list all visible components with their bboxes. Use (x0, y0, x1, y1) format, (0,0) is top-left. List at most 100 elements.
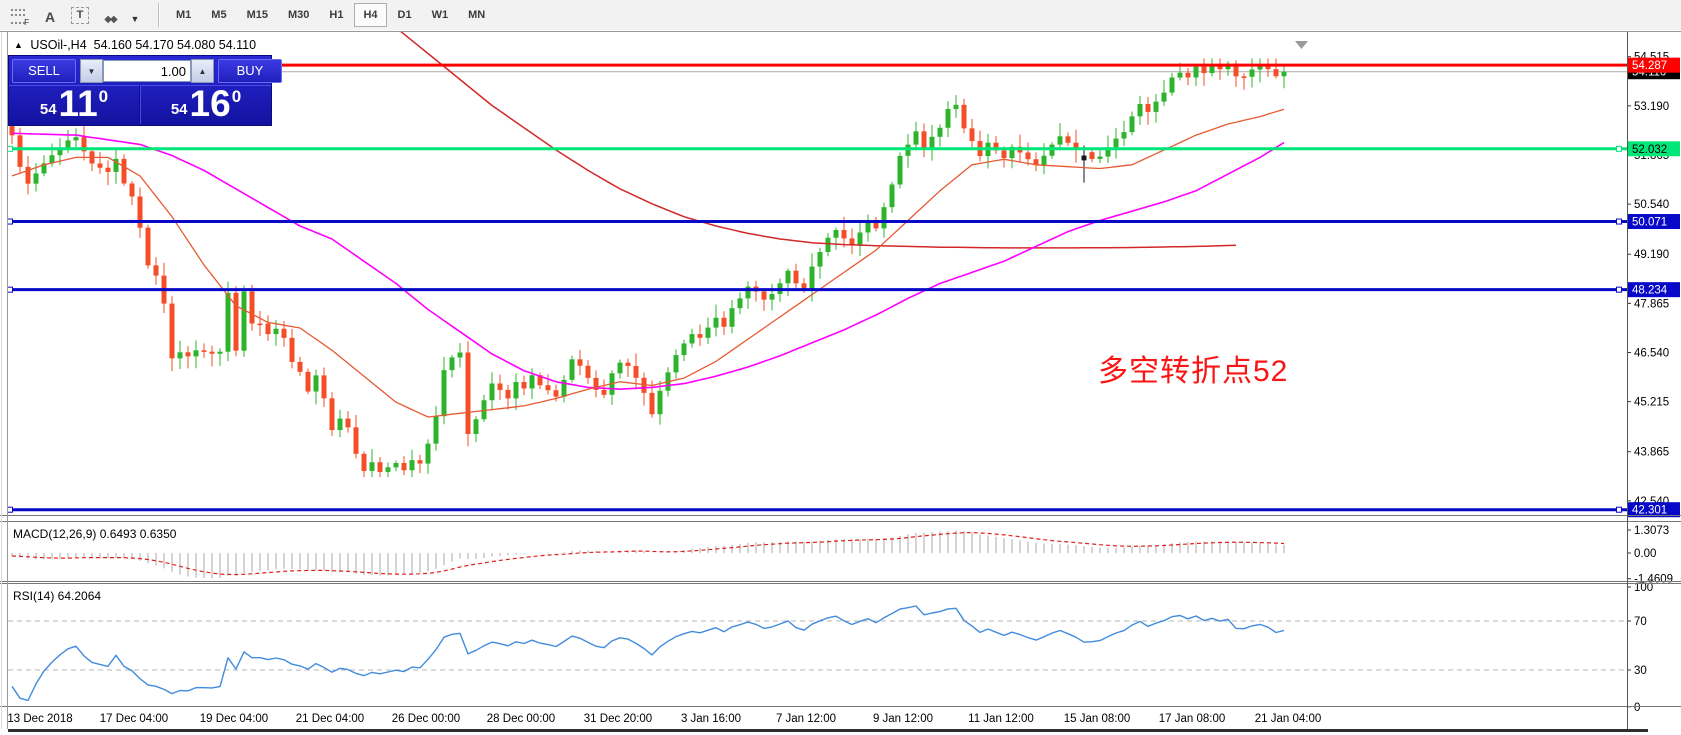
candle-body (697, 334, 703, 338)
sell-price-display[interactable]: 54 11 0 (9, 85, 140, 124)
candle-body (433, 416, 439, 444)
candle-body (617, 362, 623, 374)
candle-body (1185, 72, 1191, 78)
candle-body (865, 221, 871, 233)
candle-body (585, 365, 591, 378)
macd-scale-label: -1.4609 (1634, 574, 1673, 586)
tf-button-m15[interactable]: M15 (246, 9, 268, 21)
volume-input[interactable] (103, 60, 191, 82)
tf-button-mn[interactable]: MN (468, 9, 486, 21)
candle-body (273, 328, 279, 335)
candle-body (249, 291, 255, 324)
candle-body (1201, 66, 1207, 74)
hline-handle[interactable] (7, 218, 13, 225)
time-label: 21 Jan 04:00 (1255, 713, 1322, 725)
triangle-up-icon: ▲ (14, 40, 23, 50)
text-t-icon[interactable]: T (68, 4, 92, 26)
candle-body (1001, 150, 1007, 159)
candle-body (745, 286, 751, 299)
price-badge-text: 48.234 (1632, 285, 1668, 297)
candle-body (361, 453, 367, 471)
volume-down-button[interactable]: ▼ (80, 59, 103, 83)
macd-label: MACD(12,26,9) 0.6493 0.6350 (13, 527, 177, 541)
candle-body (641, 377, 647, 393)
tf-button-m5[interactable]: M5 (211, 9, 227, 21)
candle-body (497, 383, 503, 390)
tf-button-h4[interactable]: H4 (354, 3, 387, 27)
candle-body (65, 140, 71, 148)
candle-body (761, 291, 767, 300)
tf-button-m30[interactable]: M30 (287, 9, 310, 21)
candle-body (513, 381, 519, 399)
label-a-icon[interactable]: A (44, 9, 56, 25)
candle-body (281, 328, 287, 338)
symbol-timeframe: USOil-,H4 (30, 38, 87, 52)
candle-body (137, 196, 143, 228)
price-badge-42.301 (1628, 502, 1680, 518)
hline-handle[interactable] (7, 145, 13, 152)
candle-body (625, 362, 631, 366)
candle-body (441, 370, 447, 417)
chart-shift-marker-icon[interactable] (1295, 41, 1308, 49)
price-tick-label: 50.540 (1634, 199, 1669, 211)
candle-body (345, 418, 351, 428)
candle-body (481, 400, 487, 420)
tf-button-w1[interactable]: W1 (431, 9, 449, 21)
tf-button-m1[interactable]: M1 (176, 9, 192, 21)
candle-body (1217, 65, 1223, 70)
candle-body (809, 266, 815, 289)
hline-handle[interactable] (7, 286, 13, 293)
candle-body (129, 183, 135, 197)
sell-button[interactable]: SELL (12, 59, 76, 83)
tf-button-h1[interactable]: H1 (329, 9, 344, 21)
candle-body (545, 385, 551, 391)
candle-body (793, 270, 799, 284)
dropdown-caret-icon[interactable]: ▼ (130, 14, 140, 24)
candle-body (1169, 77, 1175, 93)
candle-body (1041, 155, 1047, 166)
candle-body (425, 443, 431, 464)
candle-body (329, 398, 335, 431)
candle-body (969, 128, 975, 142)
ma-mid-line (11, 132, 1285, 390)
rsi-line (11, 605, 1285, 702)
price-tick-label: 43.865 (1634, 447, 1669, 459)
buy-button[interactable]: BUY (218, 59, 282, 83)
hline-handle[interactable] (7, 506, 13, 513)
candle-body (673, 355, 679, 373)
hline-handle[interactable] (1616, 218, 1622, 225)
candle-body (313, 375, 319, 392)
candle-body (241, 291, 247, 351)
hline-handle[interactable] (1616, 506, 1622, 513)
candle-body (41, 163, 47, 174)
candle-body (353, 427, 359, 454)
candle-body (1145, 104, 1151, 112)
candle-body (913, 131, 919, 145)
hline-handle[interactable] (1616, 286, 1622, 293)
candle-body (1105, 147, 1111, 157)
candle-body (153, 265, 159, 276)
buy-price-display[interactable]: 54 16 0 (140, 85, 271, 124)
price-badge-54.287 (1628, 57, 1680, 73)
rsi-scale-label: 70 (1634, 616, 1647, 628)
one-click-trade-panel: SELL ▼ ▲ BUY 54 11 0 54 16 0 (8, 55, 282, 126)
candle-body (289, 337, 295, 362)
hline-handle[interactable] (1616, 145, 1622, 152)
candle-body (897, 155, 903, 185)
candle-body (1081, 155, 1087, 161)
volume-up-button[interactable]: ▲ (191, 59, 214, 83)
candle-body (881, 207, 887, 229)
candle-body (105, 167, 111, 172)
candle-body (601, 389, 607, 395)
shapes-icon[interactable]: ◆◆ (104, 13, 117, 25)
grid-f-icon[interactable]: F (3, 4, 32, 27)
rsi-scale-label: 30 (1634, 665, 1647, 677)
tf-button-d1[interactable]: D1 (397, 9, 412, 21)
candle-body (1097, 156, 1103, 159)
candle-body (705, 327, 711, 338)
timeframe-buttons: M1 M5 M15 M30 H1 H4 D1 W1 MN (166, 3, 495, 27)
candle-body (177, 352, 183, 359)
candle-body (537, 375, 543, 386)
price-badge-text: 50.071 (1632, 217, 1667, 229)
